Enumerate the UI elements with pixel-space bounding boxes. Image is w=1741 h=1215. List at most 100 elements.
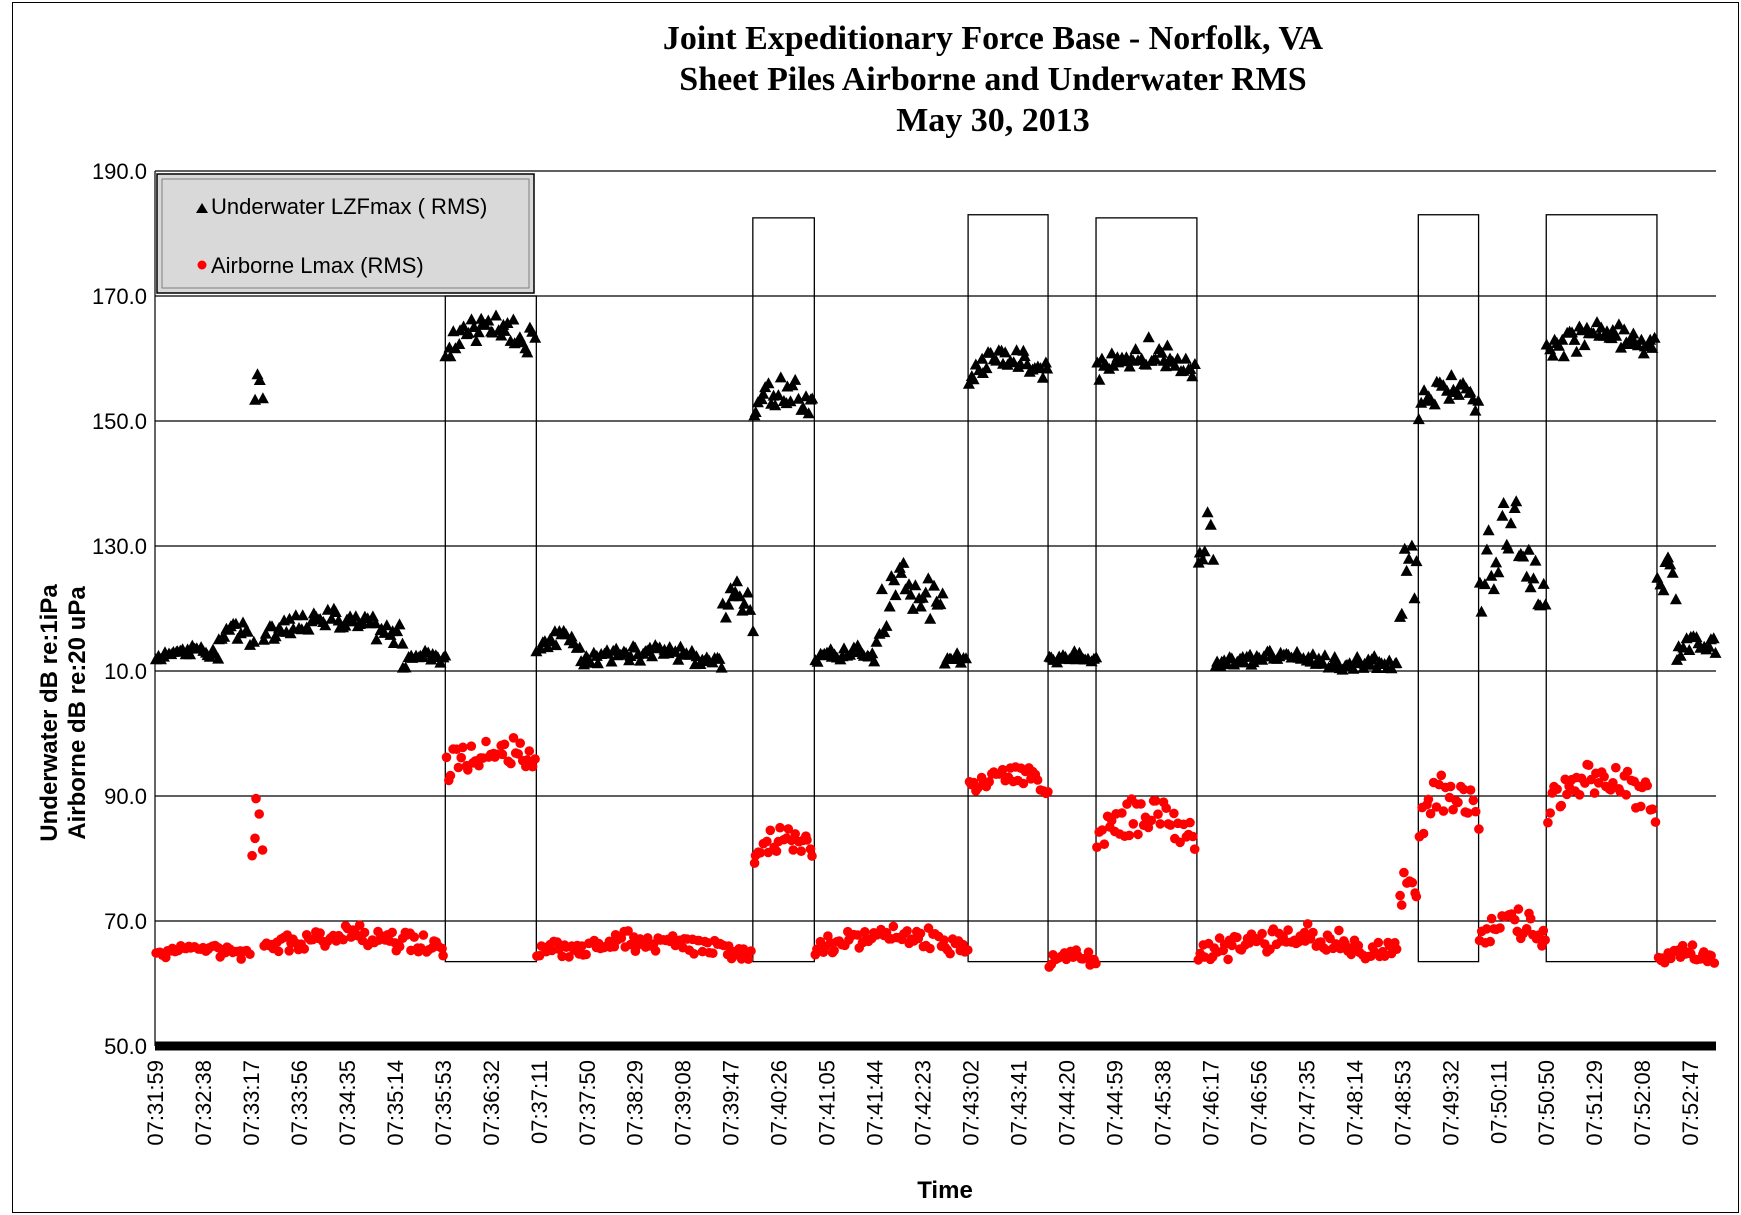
airborne-point	[1474, 824, 1484, 834]
underwater-point	[1018, 350, 1031, 362]
airborne-point	[765, 825, 776, 836]
underwater-point	[1318, 649, 1331, 661]
airborne-point	[1687, 940, 1698, 950]
underwater-point	[1595, 321, 1608, 333]
underwater-point	[1472, 394, 1485, 406]
underwater-point	[774, 371, 787, 383]
airborne-point	[1709, 958, 1720, 968]
airborne-point	[1091, 958, 1101, 969]
underwater-point	[610, 642, 623, 654]
airborne-point	[1448, 804, 1458, 815]
airborne-point	[1513, 904, 1524, 914]
underwater-point	[936, 587, 949, 599]
x-tick-label: 07:52:47	[1678, 1060, 1703, 1146]
airborne-point	[499, 739, 510, 750]
airborne-point	[1458, 784, 1469, 795]
airborne-point	[1283, 925, 1293, 935]
underwater-point	[399, 661, 412, 673]
underwater-point	[1036, 371, 1049, 383]
airborne-point	[1593, 778, 1604, 788]
series-airborne-points	[151, 733, 1720, 972]
underwater-point	[1502, 542, 1515, 554]
underwater-point	[909, 579, 922, 591]
airborne-point	[338, 934, 349, 945]
airborne-point	[642, 933, 653, 943]
underwater-point	[736, 604, 749, 616]
x-tick-label: 07:44:20	[1055, 1060, 1080, 1146]
airborne-point	[888, 921, 899, 932]
underwater-point	[1149, 353, 1162, 364]
airborne-point	[1589, 788, 1600, 798]
underwater-point	[719, 611, 732, 623]
airborne-point	[1308, 927, 1318, 938]
underwater-point	[1093, 373, 1106, 385]
underwater-point	[1306, 648, 1319, 660]
underwater-point	[870, 635, 883, 647]
airborne-point	[939, 935, 949, 945]
underwater-point	[897, 556, 910, 568]
underwater-point	[257, 633, 270, 645]
airborne-point	[1470, 806, 1481, 817]
airborne-point	[1509, 914, 1520, 925]
airborne-point	[689, 949, 699, 959]
airborne-point	[354, 920, 365, 930]
underwater-point	[1169, 359, 1182, 371]
x-tick-label: 07:41:44	[863, 1060, 888, 1146]
underwater-point	[967, 373, 980, 385]
airborne-point	[1257, 928, 1267, 939]
airborne-point	[1099, 839, 1110, 849]
underwater-point	[738, 597, 751, 609]
airborne-point	[530, 754, 540, 764]
airborne-point	[1032, 775, 1043, 785]
y-tick-label: 70.0	[104, 909, 147, 934]
underwater-point	[960, 652, 972, 664]
airborne-point	[273, 946, 284, 957]
legend-circle-marker	[197, 260, 207, 270]
underwater-point	[605, 655, 618, 667]
x-tick-label: 07:37:11	[527, 1060, 552, 1144]
airborne-point	[1083, 947, 1094, 957]
x-tick-label: 07:48:53	[1390, 1060, 1415, 1146]
underwater-point	[1402, 552, 1415, 564]
airborne-point	[1399, 867, 1409, 878]
underwater-point	[1418, 384, 1431, 396]
airborne-point	[245, 949, 255, 959]
x-tick-label: 07:46:56	[1246, 1060, 1271, 1146]
underwater-point	[1490, 556, 1503, 568]
underwater-point	[1445, 369, 1458, 381]
legend-triangle-marker	[196, 203, 208, 213]
underwater-point	[749, 406, 762, 417]
underwater-point	[1657, 584, 1670, 596]
underwater-point	[259, 627, 272, 639]
underwater-point	[924, 612, 937, 624]
underwater-point	[866, 647, 879, 659]
airborne-point	[359, 927, 370, 938]
underwater-point	[1142, 331, 1155, 343]
y-tick-label: 10.0	[104, 659, 147, 684]
airborne-point	[409, 932, 420, 942]
legend-label-underwater: Underwater LZFmax ( RMS)	[211, 194, 487, 219]
underwater-point	[1637, 347, 1650, 359]
x-tick-label: 07:43:41	[1007, 1060, 1032, 1146]
underwater-point	[772, 389, 785, 401]
x-axis-tick-labels: 07:31:59 07:32:38 07:33:17 07:33:56 07:34:35…	[143, 1060, 1703, 1146]
underwater-point	[1107, 359, 1120, 371]
airborne-point	[1155, 819, 1165, 829]
airborne-point	[1340, 938, 1350, 949]
underwater-point	[1709, 646, 1722, 658]
airborne-point	[453, 762, 464, 773]
x-axis-title: Time	[917, 1177, 973, 1204]
underwater-point	[1196, 553, 1209, 565]
underwater-point	[1410, 555, 1423, 567]
underwater-point	[1568, 333, 1581, 345]
underwater-point	[1527, 572, 1540, 584]
underwater-point	[889, 589, 902, 601]
airborne-point	[257, 845, 268, 855]
x-tick-label: 07:33:56	[287, 1060, 312, 1146]
airborne-point	[508, 733, 519, 743]
airborne-point	[771, 846, 782, 856]
airborne-point	[746, 946, 756, 956]
underwater-point	[1578, 339, 1591, 351]
underwater-point	[744, 603, 757, 615]
legend: Underwater LZFmax ( RMS) Airborne Lmax (…	[156, 173, 535, 294]
